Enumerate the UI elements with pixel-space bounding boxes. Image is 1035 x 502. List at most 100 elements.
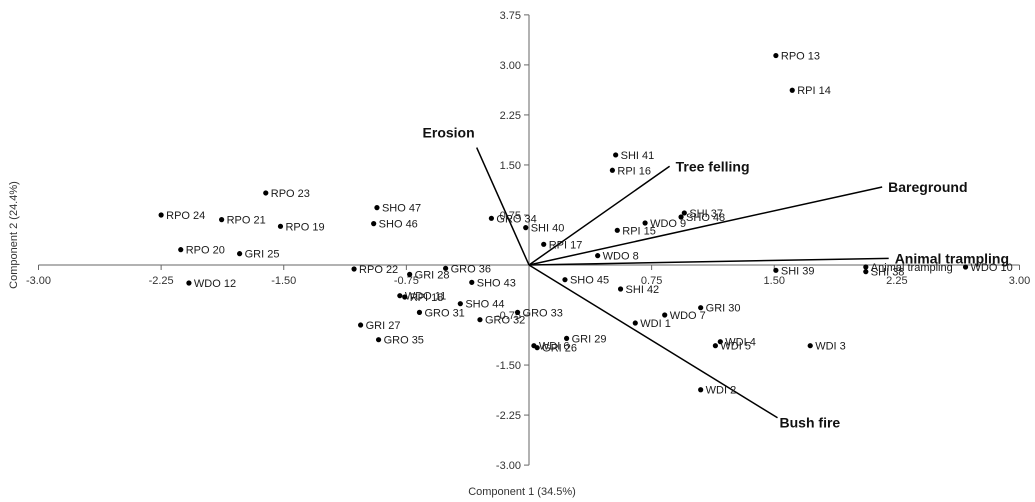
score-point	[277, 223, 284, 229]
score-point	[678, 214, 684, 220]
score-point	[237, 251, 243, 257]
loading-vector-label: Animal trampling	[895, 250, 1009, 266]
score-point-label: RPO 22	[359, 264, 398, 276]
score-point	[402, 294, 408, 300]
score-point	[375, 337, 382, 343]
score-point	[609, 167, 615, 173]
x-tick-label: 0.75	[641, 275, 662, 287]
score-point-label: RPI 16	[617, 165, 651, 177]
x-tick-label: 1.50	[764, 275, 785, 287]
score-point-label: SHI 37	[689, 208, 723, 220]
score-point	[407, 271, 413, 277]
score-point	[397, 293, 403, 299]
score-point-label: GRO 31	[424, 307, 464, 319]
score-point	[614, 227, 620, 233]
y-tick-label: 0.75	[500, 210, 521, 222]
score-point	[488, 215, 494, 221]
y-tick-label: -3.00	[496, 460, 521, 472]
y-tick-label: -1.50	[496, 360, 521, 372]
score-point	[443, 265, 449, 271]
loading-vector-label: Tree felling	[676, 158, 750, 174]
score-point	[773, 52, 779, 59]
score-point	[617, 286, 624, 292]
score-point	[807, 343, 813, 349]
score-point-label: WDO 9	[650, 218, 686, 230]
score-point	[863, 264, 869, 270]
score-point-label: SHO 45	[570, 275, 609, 287]
score-point-label: RPI 14	[797, 85, 831, 97]
score-point	[613, 152, 619, 158]
score-point-label: WDO 12	[194, 278, 236, 290]
score-point-label: RPO 24	[166, 210, 205, 222]
score-point-label: RPO 23	[271, 188, 310, 200]
score-point-label: GRO 33	[523, 307, 563, 319]
x-tick-label: 2.25	[886, 275, 907, 287]
score-point-label: SHO 47	[382, 203, 421, 215]
x-tick-label: -1.50	[271, 275, 296, 287]
x-tick-label: -3.00	[26, 275, 51, 287]
score-point-label: SHI 41	[621, 150, 655, 162]
y-tick-label: -0.75	[496, 310, 521, 322]
y-tick-label: 3.75	[500, 10, 521, 22]
score-point-label: WDO 7	[670, 310, 706, 322]
score-point-label: RPI 15	[622, 225, 656, 237]
score-point	[712, 343, 718, 349]
score-point-label: GRI 28	[415, 269, 450, 281]
loading-vectors: Erosion Tree felling Bareground Animal tram…	[423, 125, 1010, 431]
loading-vector-line	[528, 165, 671, 266]
score-point	[534, 345, 540, 351]
loading-vector-line	[528, 264, 778, 419]
loading-vector-line	[475, 147, 530, 266]
score-point	[477, 317, 483, 323]
score-point-label: WDO 8	[603, 251, 639, 263]
score-point-label: SHO 43	[477, 277, 516, 289]
score-point-label: WDI 6	[539, 341, 570, 353]
score-point-label: SHO 48	[686, 212, 725, 224]
score-point-label: GRI 27	[366, 320, 401, 332]
score-point	[681, 210, 687, 216]
score-point	[595, 253, 601, 259]
y-tick-label: 3.00	[500, 60, 521, 72]
x-axis-title: Component 1 (34.5%)	[468, 486, 576, 498]
score-point	[469, 279, 475, 285]
score-point	[357, 322, 364, 328]
y-axis-title: Component 2 (24.4%)	[8, 181, 20, 289]
loading-vector-label: Bush fire	[780, 415, 841, 431]
x-tick-label: 3.00	[1009, 275, 1030, 287]
score-point	[351, 266, 357, 272]
score-point-label: GRI 25	[245, 249, 280, 261]
score-point-label: RPO 19	[285, 221, 324, 233]
score-point-label: WDO 11	[405, 291, 446, 303]
score-point-label: RPI 18	[410, 292, 444, 304]
x-tick-label: -0.75	[394, 275, 419, 287]
y-tick-label: -2.25	[496, 410, 521, 422]
score-point	[186, 280, 192, 286]
loading-vector-label: Erosion	[423, 125, 475, 141]
score-point-label: WDI 1	[640, 318, 671, 330]
score-point	[457, 301, 463, 307]
score-point-label: SHI 39	[781, 265, 815, 277]
score-point-label: GRI 30	[706, 303, 741, 315]
score-point	[371, 221, 377, 227]
loading-vector-line	[528, 186, 883, 266]
y-tick-label: 1.50	[500, 160, 521, 172]
score-point	[698, 305, 704, 311]
score-point	[662, 312, 668, 318]
score-point-label: SHO 44	[465, 299, 504, 311]
score-point-label: GRI 26	[542, 343, 577, 355]
score-point	[219, 217, 225, 223]
loading-vector-label: Bareground	[888, 179, 967, 195]
score-point	[514, 309, 521, 315]
score-point-label: Animal trampling	[871, 262, 953, 274]
score-point	[158, 212, 164, 218]
score-point	[562, 277, 568, 283]
score-point-label: SHI 42	[626, 284, 660, 296]
score-point-label: RPO 20	[186, 245, 225, 257]
score-point	[789, 87, 795, 93]
x-tick-label: -2.25	[149, 275, 174, 287]
loading-vector-line	[528, 257, 889, 266]
axes: -3.00 -2.25 -1.50 -0.75 0.75 1.50 2.25 3.00 3.75…	[26, 10, 1030, 472]
score-point-label: WDI 4	[725, 337, 756, 349]
score-point	[374, 205, 380, 211]
